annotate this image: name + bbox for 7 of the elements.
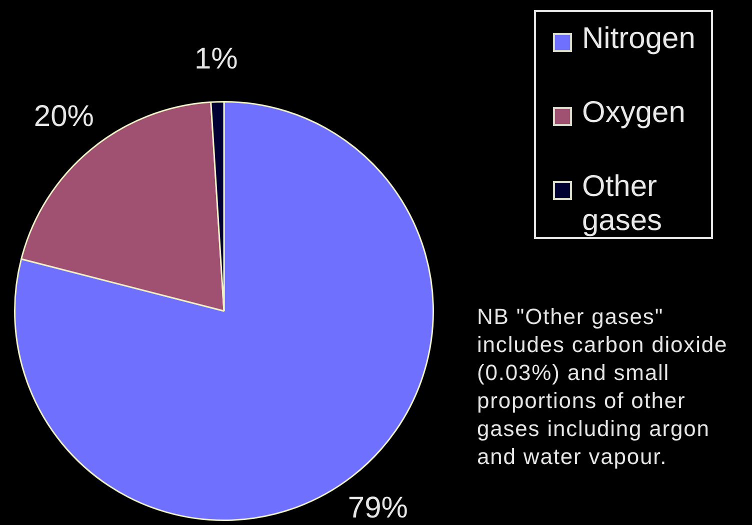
data-label: 1%: [194, 42, 238, 76]
legend-label: Other gases: [582, 170, 664, 238]
data-label: 20%: [34, 100, 94, 133]
legend-label: Nitrogen: [582, 22, 696, 56]
legend-label: Oxygen: [582, 96, 686, 130]
data-label: 79%: [348, 492, 408, 525]
text: NB "Other gases" includes carbon dioxide (0.03%) and small proportions of other gases including argon and water vapour.: [477, 303, 729, 471]
